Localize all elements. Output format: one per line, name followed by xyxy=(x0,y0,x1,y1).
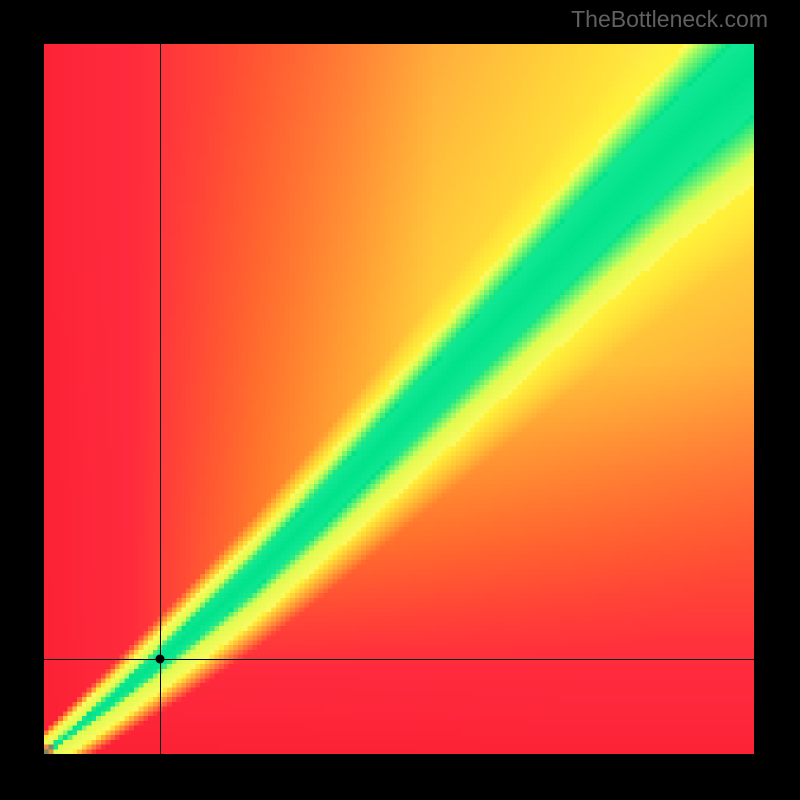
crosshair-vertical xyxy=(160,44,161,754)
heatmap-canvas xyxy=(44,44,754,754)
bottleneck-heatmap xyxy=(44,44,754,754)
selection-marker xyxy=(155,654,164,663)
crosshair-horizontal xyxy=(44,659,754,660)
attribution-text: TheBottleneck.com xyxy=(571,6,768,33)
